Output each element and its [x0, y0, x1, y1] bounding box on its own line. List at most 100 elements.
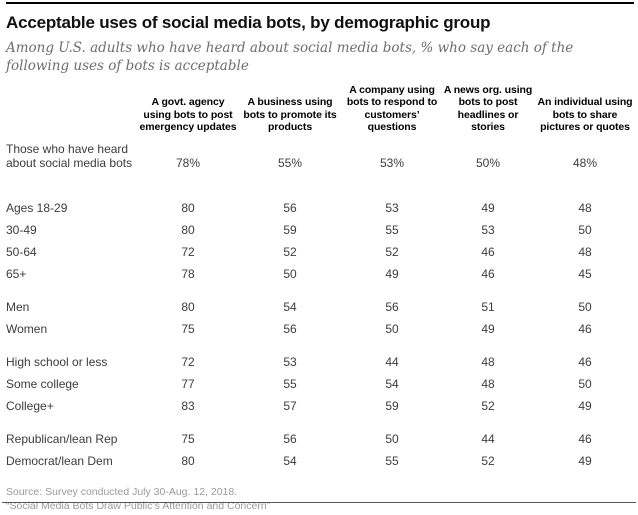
- chart-title: Acceptable uses of social media bots, by…: [6, 13, 491, 32]
- cell: 55: [283, 376, 297, 391]
- cell: 49: [578, 398, 592, 413]
- column-header-individual: An individual using bots to share pictur…: [537, 96, 633, 134]
- cell: 48: [578, 244, 592, 259]
- source-note: Source: Survey conducted July 30-Aug. 12…: [6, 485, 238, 498]
- cell: 48%: [572, 155, 598, 170]
- column-header-news-org: A news org. using bots to post headlines…: [443, 83, 533, 134]
- cell: 53: [481, 222, 495, 237]
- cell: 50: [385, 321, 399, 336]
- cell: 80: [181, 299, 195, 314]
- cell: 44: [385, 354, 399, 369]
- cell: 52: [385, 244, 399, 259]
- top-rule: [6, 2, 634, 4]
- header-cell-empty: [6, 84, 138, 138]
- table-row-50-64: 50-64 72 52 52 46 48: [6, 241, 636, 263]
- cell: 83: [181, 398, 195, 413]
- cell: 75: [181, 321, 195, 336]
- row-spacer: [6, 285, 636, 296]
- cell: 78: [181, 266, 195, 281]
- cell: 56: [283, 431, 297, 446]
- table-row-women: Women 75 56 50 49 46: [6, 318, 636, 340]
- table-row-men: Men 80 54 56 51 50: [6, 296, 636, 318]
- cell: 57: [283, 398, 297, 413]
- cell: 80: [181, 222, 195, 237]
- table-row-college-plus: College+ 83 57 59 52 49: [6, 395, 636, 417]
- cell: 44: [481, 431, 495, 446]
- cell: 50: [578, 299, 592, 314]
- cell: 52: [283, 244, 297, 259]
- row-label: Ages 18-29: [6, 200, 68, 215]
- row-label: 30-49: [6, 222, 37, 237]
- row-label: Women: [6, 321, 48, 336]
- table-row-65-plus: 65+ 78 50 49 46 45: [6, 263, 636, 285]
- cell: 72: [181, 244, 195, 259]
- cell: 46: [578, 321, 592, 336]
- header-row: A govt. agency using bots to post emerge…: [6, 84, 636, 138]
- row-label: 50-64: [6, 244, 37, 259]
- cell: 55%: [277, 155, 303, 170]
- cell: 49: [385, 266, 399, 281]
- row-spacer: [6, 340, 636, 351]
- table-row-high-school: High school or less 72 53 44 48 46: [6, 351, 636, 373]
- table-row-ages-18-29: Ages 18-29 80 56 53 49 48: [6, 197, 636, 219]
- cell: 56: [283, 321, 297, 336]
- cell: 49: [578, 453, 592, 468]
- row-label: High school or less: [6, 354, 108, 369]
- footer: Source: Survey conducted July 30-Aug. 12…: [6, 485, 636, 515]
- cell: 46: [481, 266, 495, 281]
- table-row-some-college: Some college 77 55 54 48 50: [6, 373, 636, 395]
- row-label: Republican/lean Rep: [6, 431, 118, 446]
- cell: 49: [481, 200, 495, 215]
- cell: 48: [481, 376, 495, 391]
- cell: 54: [283, 299, 297, 314]
- cell: 59: [283, 222, 297, 237]
- cell: 56: [283, 200, 297, 215]
- table-row-republican: Republican/lean Rep 75 56 50 44 46: [6, 428, 636, 450]
- cell: 78%: [175, 155, 201, 170]
- cell: 50: [578, 376, 592, 391]
- cell: 54: [385, 376, 399, 391]
- row-spacer: [6, 172, 636, 197]
- row-label: Some college: [6, 376, 79, 391]
- row-label: Men: [6, 299, 30, 314]
- cell: 50: [385, 431, 399, 446]
- row-spacer: [6, 417, 636, 428]
- cell: 50: [578, 222, 592, 237]
- cell: 53%: [379, 155, 405, 170]
- column-header-company: A company using bots to respond to custo…: [346, 83, 438, 134]
- data-table: A govt. agency using bots to post emerge…: [6, 84, 636, 472]
- cell: 49: [481, 321, 495, 336]
- cell: 55: [385, 453, 399, 468]
- cell: 46: [481, 244, 495, 259]
- cell: 55: [385, 222, 399, 237]
- cell: 75: [181, 431, 195, 446]
- cell: 45: [578, 266, 592, 281]
- row-label: 65+: [6, 266, 27, 281]
- cell: 53: [283, 354, 297, 369]
- cell: 46: [578, 431, 592, 446]
- cell: 56: [385, 299, 399, 314]
- column-header-business: A business using bots to promote its pro…: [243, 96, 337, 134]
- cell: 80: [181, 200, 195, 215]
- table-row-all-heard: Those who have heard about social media …: [6, 138, 636, 172]
- cell: 52: [481, 398, 495, 413]
- row-label: Those who have heard about social media …: [6, 141, 133, 170]
- cell: 54: [283, 453, 297, 468]
- cell: 53: [385, 200, 399, 215]
- cell: 52: [481, 453, 495, 468]
- cell: 48: [578, 200, 592, 215]
- table-row-democrat: Democrat/lean Dem 80 54 55 52 49: [6, 450, 636, 472]
- row-label: College+: [6, 398, 54, 413]
- cell: 59: [385, 398, 399, 413]
- cell: 72: [181, 354, 195, 369]
- cell: 51: [481, 299, 495, 314]
- table-row-30-49: 30-49 80 59 55 53 50: [6, 219, 636, 241]
- row-label: Democrat/lean Dem: [6, 453, 113, 468]
- cell: 80: [181, 453, 195, 468]
- cell: 77: [181, 376, 195, 391]
- cell: 50%: [475, 155, 501, 170]
- cell: 50: [283, 266, 297, 281]
- column-header-govt-agency: A govt. agency using bots to post emerge…: [139, 96, 237, 134]
- chart-subtitle: Among U.S. adults who have heard about s…: [6, 39, 574, 74]
